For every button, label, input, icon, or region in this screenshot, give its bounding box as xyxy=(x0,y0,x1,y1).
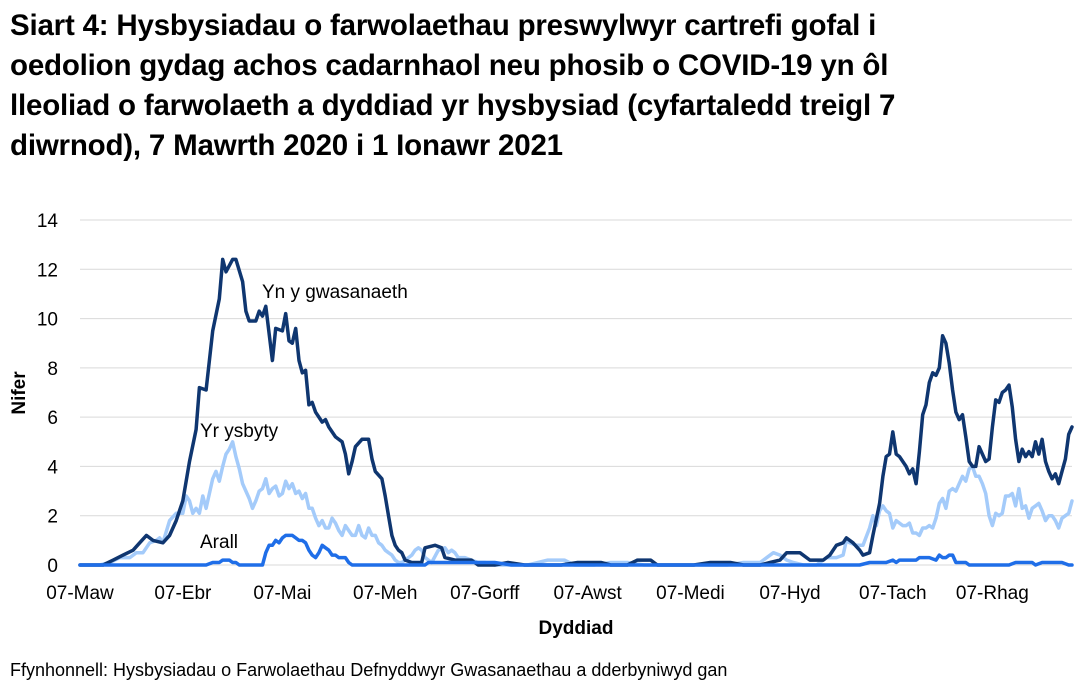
series-label: Yn y gwasanaeth xyxy=(262,282,408,303)
y-axis-title: Nifer xyxy=(9,371,30,415)
x-tick-label: 07-Maw xyxy=(46,583,114,604)
y-tick-label: 4 xyxy=(47,457,58,478)
series-lines xyxy=(78,257,1074,567)
x-axis-ticks: 07-Maw 07-Ebr 07-Mai 07-Meh 07-Gorff 07-Awst 0… xyxy=(46,583,1029,604)
title-line-3: lleoliad o farwolaeth a dyddiad yr hysby… xyxy=(10,89,896,122)
x-tick-label: 07-Ebr xyxy=(154,583,212,604)
y-tick-label: 12 xyxy=(37,260,58,281)
x-tick-label: 07-Awst xyxy=(553,583,622,604)
y-tick-label: 6 xyxy=(47,408,58,429)
x-tick-label: 07-Mai xyxy=(253,583,311,604)
gridlines xyxy=(80,219,1072,566)
y-tick-label: 14 xyxy=(37,211,59,232)
series-label: Arall xyxy=(200,532,238,553)
series-line xyxy=(78,440,1074,567)
x-tick-label: 07-Rhag xyxy=(956,583,1029,604)
title-line-1: Siart 4: Hysbysiadau o farwolaethau pres… xyxy=(10,9,877,42)
x-tick-label: 07-Tach xyxy=(859,583,927,604)
y-axis-ticks: 0 2 4 6 8 10 12 14 xyxy=(37,211,59,577)
y-tick-label: 2 xyxy=(47,507,58,528)
y-tick-label: 8 xyxy=(47,359,58,380)
y-tick-label: 10 xyxy=(37,310,58,331)
source-note: Ffynhonnell: Hysbysiadau o Farwolaethau … xyxy=(10,660,728,680)
x-axis-title: Dyddiad xyxy=(539,618,614,639)
chart-title: Siart 4: Hysbysiadau o farwolaethau pres… xyxy=(10,6,1080,166)
series-label: Yr ysbyty xyxy=(200,421,279,442)
series-line xyxy=(78,533,1074,567)
y-tick-label: 0 xyxy=(47,556,58,577)
series-labels: Yn y gwasanaeth Yr ysbyty Arall xyxy=(200,282,408,553)
title-line-4: diwrnod), 7 Mawrth 2020 i 1 Ionawr 2021 xyxy=(10,129,563,162)
title-line-2: oedolion gydag achos cadarnhaol neu phos… xyxy=(10,49,889,82)
x-tick-label: 07-Meh xyxy=(353,583,417,604)
series-line xyxy=(78,257,1074,567)
x-tick-label: 07-Hyd xyxy=(759,583,820,604)
x-tick-label: 07-Medi xyxy=(656,583,725,604)
x-tick-label: 07-Gorff xyxy=(450,583,520,604)
